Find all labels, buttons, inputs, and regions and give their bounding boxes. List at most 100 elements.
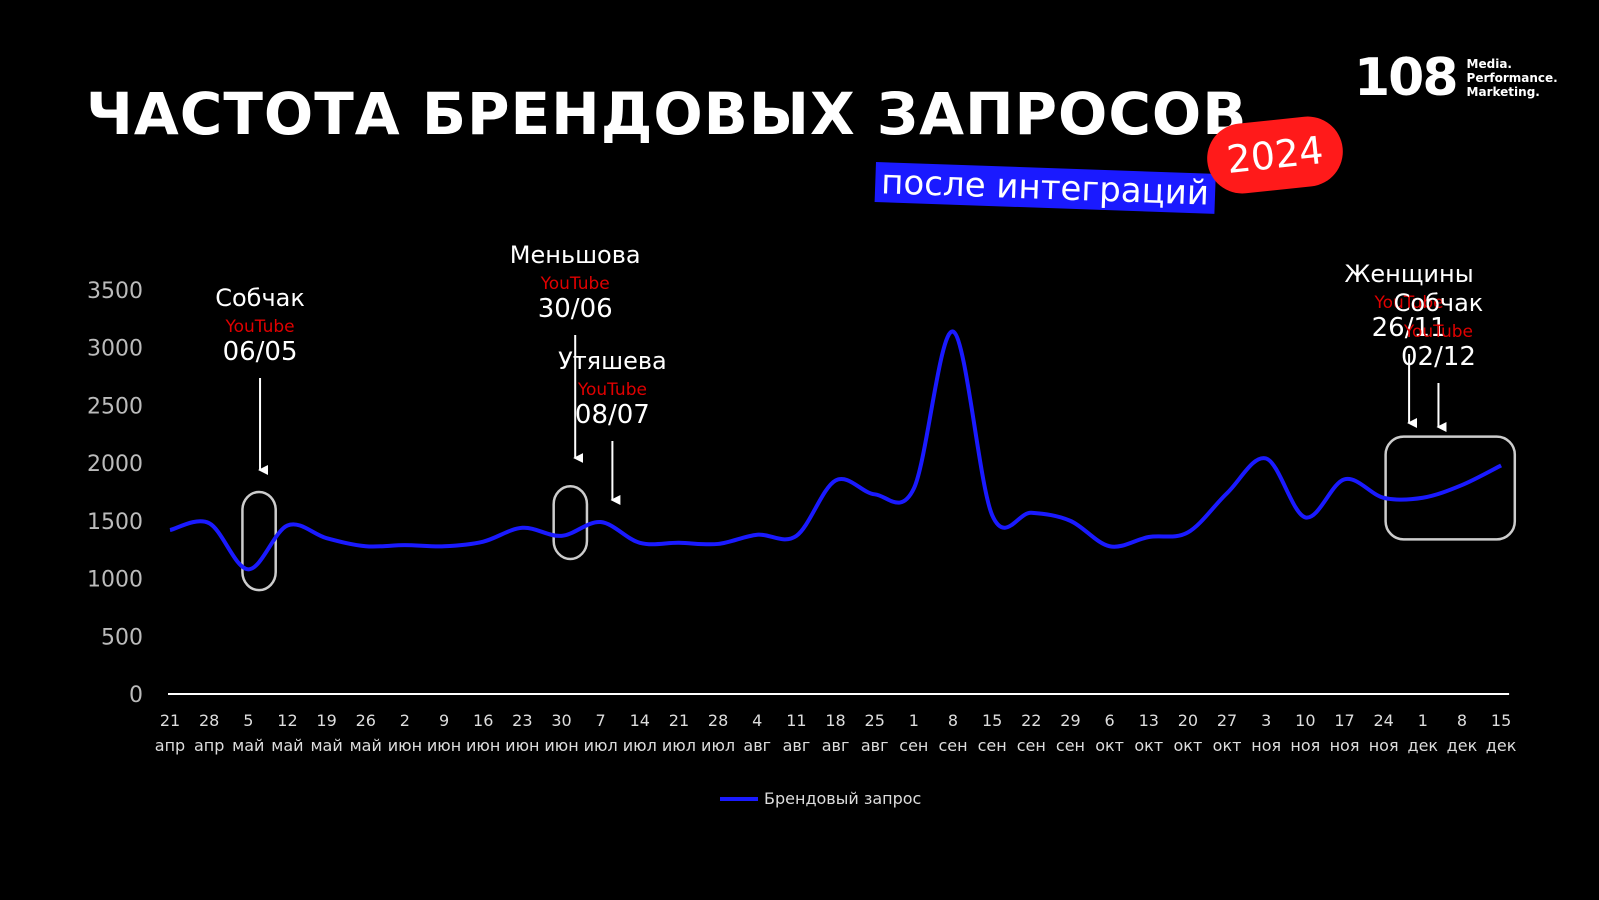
annotation-date: 08/07 bbox=[575, 400, 650, 430]
x-tick-month: ноя bbox=[1290, 736, 1320, 755]
x-tick-day: 29 bbox=[1060, 711, 1080, 730]
y-tick-label: 3500 bbox=[87, 279, 143, 304]
x-tick-month: ноя bbox=[1369, 736, 1399, 755]
annotation-platform: YouTube bbox=[224, 317, 294, 337]
x-tick-day: 26 bbox=[356, 711, 376, 730]
x-tick-day: 6 bbox=[1105, 711, 1115, 730]
x-tick-day: 27 bbox=[1217, 711, 1237, 730]
x-tick-month: апр bbox=[155, 736, 185, 755]
x-tick-day: 30 bbox=[551, 711, 571, 730]
x-tick-day: 14 bbox=[630, 711, 650, 730]
x-tick-month: май bbox=[232, 736, 264, 755]
y-tick-label: 500 bbox=[101, 625, 143, 650]
x-tick-day: 3 bbox=[1261, 711, 1271, 730]
x-tick-day: 12 bbox=[277, 711, 297, 730]
x-tick-day: 20 bbox=[1178, 711, 1198, 730]
x-tick-day: 18 bbox=[825, 711, 845, 730]
x-tick-month: окт bbox=[1095, 736, 1124, 755]
x-tick-day: 9 bbox=[439, 711, 449, 730]
x-tick-month: апр bbox=[194, 736, 224, 755]
annotation-box bbox=[552, 484, 589, 561]
annotation-date: 06/05 bbox=[223, 337, 298, 367]
x-tick-month: июн bbox=[388, 736, 422, 755]
annotation-name: Утяшева bbox=[558, 347, 667, 375]
x-tick-month: июл bbox=[623, 736, 657, 755]
x-tick-day: 11 bbox=[786, 711, 806, 730]
annotation-date: 26/11 bbox=[1372, 313, 1447, 343]
annotation-platform: YouTube bbox=[577, 380, 647, 400]
series-line-brand-query bbox=[169, 329, 1502, 572]
annotation-boxes bbox=[241, 435, 1517, 592]
x-tick-month: июл bbox=[584, 736, 618, 755]
x-tick-day: 1 bbox=[1418, 711, 1428, 730]
x-tick-day: 15 bbox=[1491, 711, 1511, 730]
x-tick-month: май bbox=[271, 736, 303, 755]
x-tick-month: ноя bbox=[1330, 736, 1360, 755]
x-tick-month: июн bbox=[427, 736, 461, 755]
legend: Брендовый запрос bbox=[720, 789, 921, 808]
x-axis-labels: 21апр28апр5май12май19май26май2июн9июн16и… bbox=[155, 711, 1517, 755]
x-tick-day: 15 bbox=[982, 711, 1002, 730]
y-tick-label: 0 bbox=[129, 683, 143, 708]
annotation-name: Женщины bbox=[1345, 260, 1474, 288]
y-tick-label: 2500 bbox=[87, 394, 143, 419]
annotation-name: Меньшова bbox=[510, 241, 641, 269]
logo-number: 108 bbox=[1354, 48, 1459, 108]
x-tick-month: май bbox=[350, 736, 382, 755]
x-tick-month: июн bbox=[466, 736, 500, 755]
annotation-platform: YouTube bbox=[1374, 293, 1444, 313]
x-tick-month: окт bbox=[1134, 736, 1163, 755]
x-tick-month: дек bbox=[1447, 736, 1478, 755]
y-tick-label: 3000 bbox=[87, 337, 143, 362]
x-tick-month: авг bbox=[743, 736, 771, 755]
legend-label: Брендовый запрос bbox=[764, 789, 922, 808]
x-tick-day: 21 bbox=[669, 711, 689, 730]
annotation-date: 02/12 bbox=[1401, 342, 1476, 372]
x-tick-month: сен bbox=[978, 736, 1007, 755]
x-tick-day: 17 bbox=[1334, 711, 1354, 730]
x-tick-day: 28 bbox=[708, 711, 728, 730]
x-tick-day: 2 bbox=[400, 711, 410, 730]
x-tick-month: сен bbox=[1017, 736, 1046, 755]
x-tick-month: авг bbox=[861, 736, 889, 755]
x-tick-day: 23 bbox=[512, 711, 532, 730]
logo-line-marketing: Marketing. bbox=[1466, 85, 1540, 99]
logo-tagline: Media. Performance. Marketing. bbox=[1467, 57, 1558, 99]
x-tick-month: ноя bbox=[1251, 736, 1281, 755]
x-tick-day: 1 bbox=[909, 711, 919, 730]
x-tick-day: 7 bbox=[596, 711, 606, 730]
x-tick-month: сен bbox=[938, 736, 967, 755]
x-tick-day: 8 bbox=[948, 711, 958, 730]
x-tick-month: июл bbox=[701, 736, 735, 755]
x-tick-day: 5 bbox=[243, 711, 253, 730]
annotation-platform: YouTube bbox=[540, 274, 610, 294]
x-tick-day: 25 bbox=[865, 711, 885, 730]
logo-line-performance: Performance. bbox=[1466, 71, 1558, 85]
y-tick-label: 1000 bbox=[87, 568, 143, 593]
annotation-date: 30/06 bbox=[538, 294, 613, 324]
x-tick-month: дек bbox=[1486, 736, 1517, 755]
y-tick-label: 2000 bbox=[87, 452, 143, 477]
x-tick-day: 21 bbox=[160, 711, 180, 730]
x-tick-month: июл bbox=[662, 736, 696, 755]
x-tick-day: 19 bbox=[316, 711, 336, 730]
x-tick-month: окт bbox=[1213, 736, 1242, 755]
x-tick-day: 8 bbox=[1457, 711, 1467, 730]
x-tick-month: дек bbox=[1408, 736, 1439, 755]
x-tick-month: сен bbox=[1056, 736, 1085, 755]
x-tick-month: окт bbox=[1174, 736, 1203, 755]
x-tick-month: авг bbox=[783, 736, 811, 755]
annotation-box bbox=[241, 490, 277, 592]
x-tick-day: 13 bbox=[1139, 711, 1159, 730]
annotation-name: Собчак bbox=[1394, 289, 1484, 317]
page-title: ЧАСТОТА БРЕНДОВЫХ ЗАПРОСОВ bbox=[86, 80, 1248, 148]
x-tick-day: 10 bbox=[1295, 711, 1315, 730]
x-tick-month: авг bbox=[822, 736, 850, 755]
x-tick-day: 28 bbox=[199, 711, 219, 730]
y-axis-labels: 0 500 1000 1500 2000 2500 3000 3500 bbox=[87, 279, 143, 708]
x-tick-month: сен bbox=[899, 736, 928, 755]
logo-line-media: Media. bbox=[1466, 57, 1512, 71]
x-tick-day: 24 bbox=[1373, 711, 1393, 730]
legend-swatch bbox=[720, 796, 758, 801]
